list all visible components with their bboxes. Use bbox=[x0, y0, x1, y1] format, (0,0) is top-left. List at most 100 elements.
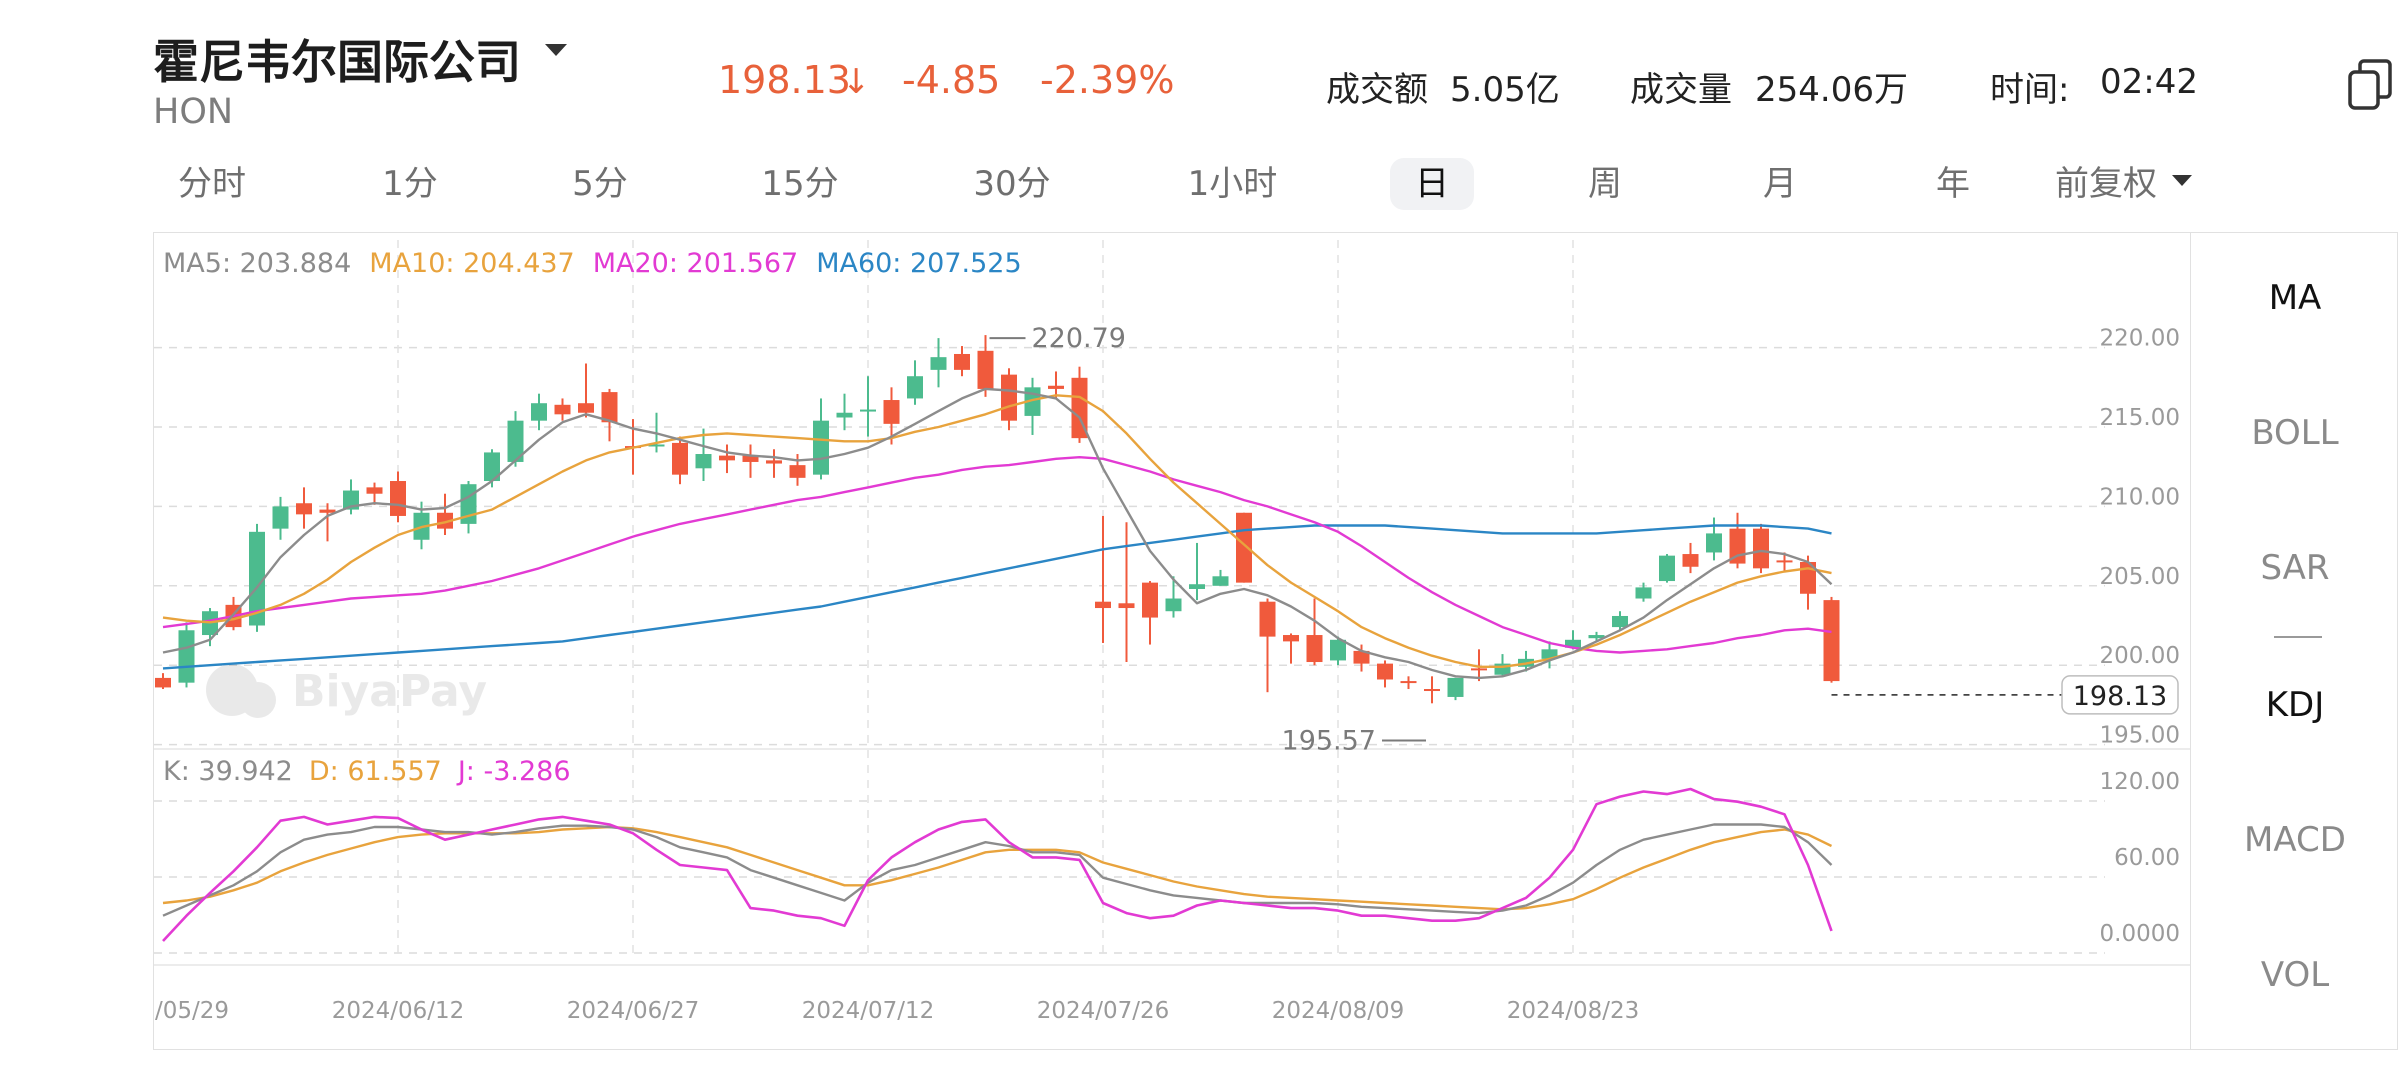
date-axis-label: /05/29 bbox=[155, 998, 229, 1024]
price-axis-label: 220.00 bbox=[2100, 326, 2180, 352]
candle-body bbox=[1306, 635, 1323, 663]
candle-body bbox=[742, 455, 759, 462]
candle-body bbox=[1400, 681, 1417, 684]
tab-15min[interactable]: 15分 bbox=[761, 164, 839, 204]
turnover-label: 成交额 bbox=[1326, 70, 1428, 110]
ma-legend-item: MA10: 204.437 bbox=[369, 248, 574, 279]
ma10-line bbox=[162, 394, 1832, 668]
candle-body bbox=[1588, 635, 1605, 639]
time-value: 02:42 bbox=[2100, 62, 2198, 102]
candle-body bbox=[1048, 385, 1064, 389]
candle-body bbox=[1189, 584, 1205, 589]
price-adjust-dropdown[interactable]: 前复权 bbox=[2055, 164, 2157, 204]
kdj-j-line bbox=[162, 787, 1833, 942]
biyapay-watermark: BiyaPay bbox=[206, 664, 487, 718]
candle-body bbox=[601, 392, 618, 423]
company-name[interactable]: 霍尼韦尔国际公司 bbox=[153, 35, 521, 89]
indicator-boll[interactable]: BOLL bbox=[2251, 413, 2339, 453]
candle-body bbox=[1565, 639, 1581, 648]
ma-legend-item: MA20: 201.567 bbox=[593, 248, 798, 279]
ma20-line bbox=[162, 456, 1832, 654]
date-axis-label: 2024/08/23 bbox=[1507, 998, 1640, 1024]
candle-body bbox=[178, 630, 195, 683]
tab-30min[interactable]: 30分 bbox=[973, 164, 1051, 204]
tab-1min[interactable]: 1分 bbox=[382, 164, 438, 204]
tab-week[interactable]: 周 bbox=[1588, 164, 1622, 204]
time-label: 时间: bbox=[1990, 70, 2070, 110]
candle-body bbox=[1471, 668, 1487, 671]
candle-body bbox=[437, 512, 453, 529]
price-adjust-caret-icon[interactable] bbox=[2172, 175, 2192, 186]
candle-body bbox=[860, 409, 876, 412]
candle-body bbox=[366, 487, 383, 494]
ma-legend: MA5: 203.884 MA10: 204.437 MA20: 201.567 MA… bbox=[163, 248, 1022, 279]
candle-body bbox=[1142, 582, 1158, 618]
kdj-axis-label: 120.00 bbox=[2100, 769, 2180, 795]
indicator-vol[interactable]: VOL bbox=[2260, 955, 2330, 995]
tab-month[interactable]: 月 bbox=[1763, 164, 1797, 204]
company-dropdown-caret-icon[interactable] bbox=[545, 44, 567, 56]
candle-body bbox=[836, 412, 853, 418]
candle-body bbox=[1823, 600, 1840, 682]
candle-body bbox=[531, 403, 547, 421]
kdj-legend-item: K: 39.942 bbox=[163, 756, 293, 787]
candle-body bbox=[930, 357, 947, 370]
copy-icon[interactable] bbox=[2348, 58, 2394, 112]
candle-body bbox=[1353, 650, 1370, 664]
candle-body bbox=[813, 420, 829, 475]
candle-body bbox=[554, 404, 571, 415]
last-price-box bbox=[2061, 675, 2179, 715]
candle-body bbox=[977, 350, 994, 389]
candle-body bbox=[672, 442, 688, 475]
tab-timeshare[interactable]: 分时 bbox=[178, 164, 246, 204]
candle-body bbox=[1753, 528, 1769, 569]
candle-body bbox=[319, 509, 336, 513]
candle-body bbox=[484, 452, 500, 482]
tab-5min[interactable]: 5分 bbox=[572, 164, 628, 204]
price-axis-label: 205.00 bbox=[2100, 564, 2180, 590]
candle-body bbox=[578, 403, 594, 413]
candle-body bbox=[1095, 601, 1111, 609]
last-price-tag: 198.13 bbox=[2073, 681, 2167, 712]
kdj-k-line bbox=[162, 823, 1833, 917]
tab-day[interactable]: 日 bbox=[1390, 158, 1474, 210]
down-arrow-icon: ↓ bbox=[842, 62, 871, 102]
tab-year[interactable]: 年 bbox=[1936, 164, 1970, 204]
indicator-macd[interactable]: MACD bbox=[2244, 820, 2346, 860]
candle-body bbox=[907, 376, 923, 399]
candle-body bbox=[155, 677, 171, 688]
kdj-legend-item: J: -3.286 bbox=[456, 756, 571, 787]
ma-legend-item: MA5: 203.884 bbox=[163, 248, 351, 279]
volume-label: 成交量 bbox=[1630, 70, 1732, 110]
candle-body bbox=[1071, 377, 1088, 439]
candle-body bbox=[719, 455, 735, 461]
watermark-text: BiyaPay bbox=[292, 666, 487, 717]
candle-body bbox=[1494, 663, 1511, 675]
indicator-ma[interactable]: MA bbox=[2268, 278, 2322, 318]
ticker-symbol: HON bbox=[153, 92, 234, 132]
indicator-sar[interactable]: SAR bbox=[2260, 548, 2330, 588]
candle-body bbox=[1283, 635, 1299, 642]
kdj-d-line bbox=[162, 825, 1833, 911]
price-axis-label: 200.00 bbox=[2100, 643, 2180, 669]
candle-body bbox=[883, 400, 900, 424]
candle-body bbox=[1377, 663, 1393, 680]
date-axis-label: 2024/07/26 bbox=[1037, 998, 1170, 1024]
ma-legend-item: MA60: 207.525 bbox=[816, 248, 1021, 279]
candle-body bbox=[1659, 555, 1675, 582]
indicator-kdj[interactable]: KDJ bbox=[2265, 685, 2325, 725]
candle-body bbox=[695, 454, 712, 469]
chart-frame bbox=[153, 232, 2398, 1050]
candle-body bbox=[1165, 598, 1182, 612]
min-price-label: 195.57 bbox=[1282, 726, 1376, 757]
kdj-legend: K: 39.942 D: 61.557 J: -3.286 bbox=[163, 756, 571, 787]
candle-body bbox=[296, 503, 312, 515]
tab-1hour[interactable]: 1小时 bbox=[1187, 164, 1278, 204]
candle-body bbox=[507, 420, 524, 462]
candle-body bbox=[1541, 649, 1558, 659]
turnover-value: 5.05亿 bbox=[1450, 70, 1560, 110]
indicator-panel-divider bbox=[2190, 232, 2191, 1050]
price-axis-label: 195.00 bbox=[2100, 723, 2180, 749]
candle-body bbox=[954, 353, 970, 370]
